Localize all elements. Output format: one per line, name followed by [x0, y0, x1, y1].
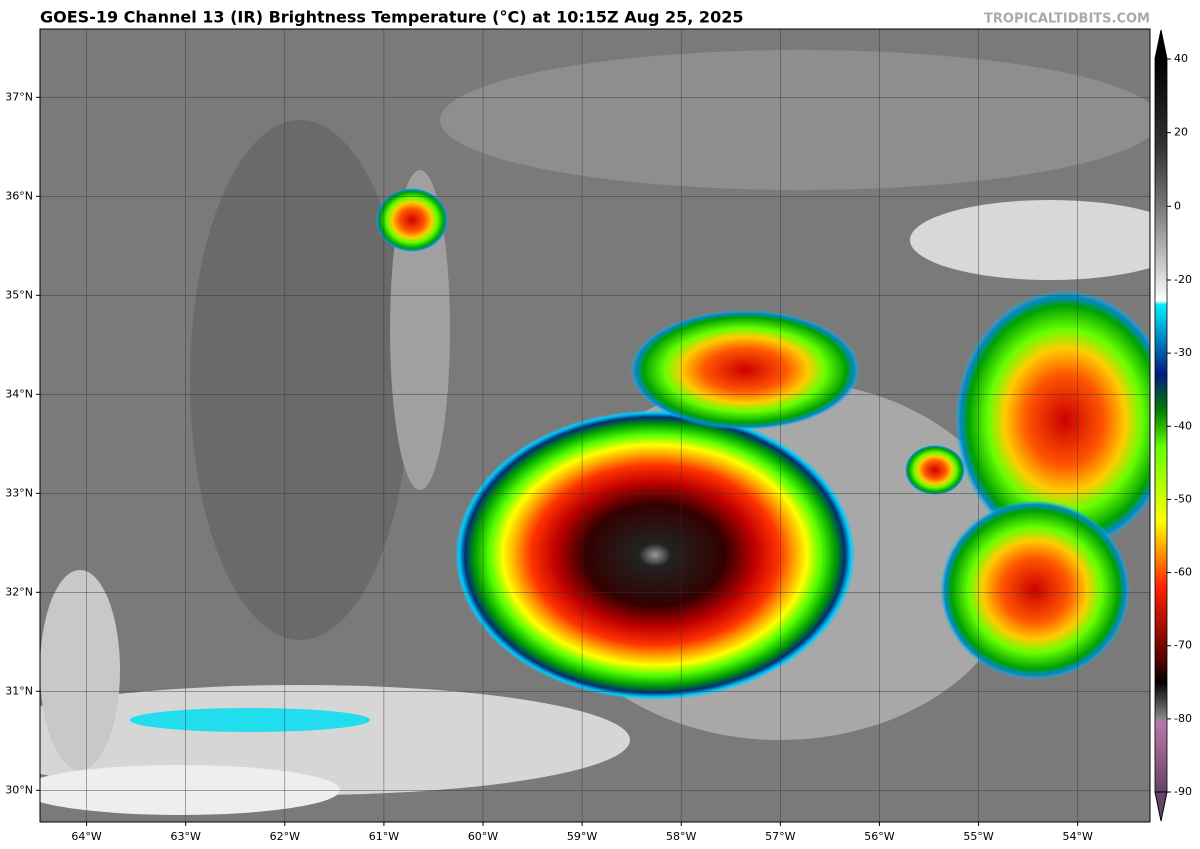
colorbar-tick-label: -50 [1174, 492, 1192, 505]
colorbar [1154, 58, 1168, 793]
y-tick-label: 37°N [5, 90, 33, 103]
x-tick-label: 58°W [666, 830, 696, 843]
x-tick-label: 56°W [864, 830, 894, 843]
title: GOES-19 Channel 13 (IR) Brightness Tempe… [40, 8, 743, 27]
colorbar-tick-label: -60 [1174, 566, 1192, 579]
colorbar-tick-label: -20 [1174, 273, 1192, 286]
grid [40, 29, 1150, 822]
dry-region [190, 120, 410, 640]
y-tick-label: 36°N [5, 189, 33, 202]
convective-cell [630, 310, 860, 430]
map-frame [39, 28, 1151, 823]
cloud-band [40, 765, 340, 815]
satellite-image [40, 29, 1150, 822]
x-tick-label: 63°W [171, 830, 201, 843]
convective-cell [905, 445, 965, 495]
x-tick-label: 62°W [270, 830, 300, 843]
colorbar-tick-label: -80 [1174, 712, 1192, 725]
colorbar-tick-label: -70 [1174, 639, 1192, 652]
convective-cell [955, 290, 1150, 550]
hurricane [455, 410, 855, 700]
y-tick-label: 35°N [5, 288, 33, 301]
convective-cell [940, 500, 1130, 680]
y-tick-label: 30°N [5, 783, 33, 796]
x-tick-label: 54°W [1062, 830, 1092, 843]
y-tick-label: 31°N [5, 684, 33, 697]
convective-cell [376, 188, 448, 252]
colorbar-extend [1154, 29, 1168, 60]
cold-cloud [130, 708, 370, 732]
colorbar-extend [1154, 791, 1168, 822]
x-tick-label: 57°W [765, 830, 795, 843]
x-tick-label: 60°W [468, 830, 498, 843]
colorbar-tick-label: -30 [1174, 346, 1192, 359]
x-tick-label: 55°W [963, 830, 993, 843]
x-tick-label: 61°W [369, 830, 399, 843]
watermark: TROPICALTIDBITS.COM [984, 12, 1150, 27]
y-tick-label: 33°N [5, 486, 33, 499]
x-tick-label: 59°W [567, 830, 597, 843]
cloud-band [910, 200, 1150, 280]
colorbar-tick-label: -90 [1174, 785, 1192, 798]
colorbar-tick-label: 20 [1174, 126, 1188, 139]
x-tick-label: 64°W [71, 830, 101, 843]
cloud-band [440, 50, 1150, 190]
y-tick-label: 34°N [5, 387, 33, 400]
colorbar-tick-label: 0 [1174, 199, 1181, 212]
colorbar-tick-label: -40 [1174, 419, 1192, 432]
colorbar-tick-label: 40 [1174, 52, 1188, 65]
y-tick-label: 32°N [5, 585, 33, 598]
cloud-band [40, 570, 120, 770]
